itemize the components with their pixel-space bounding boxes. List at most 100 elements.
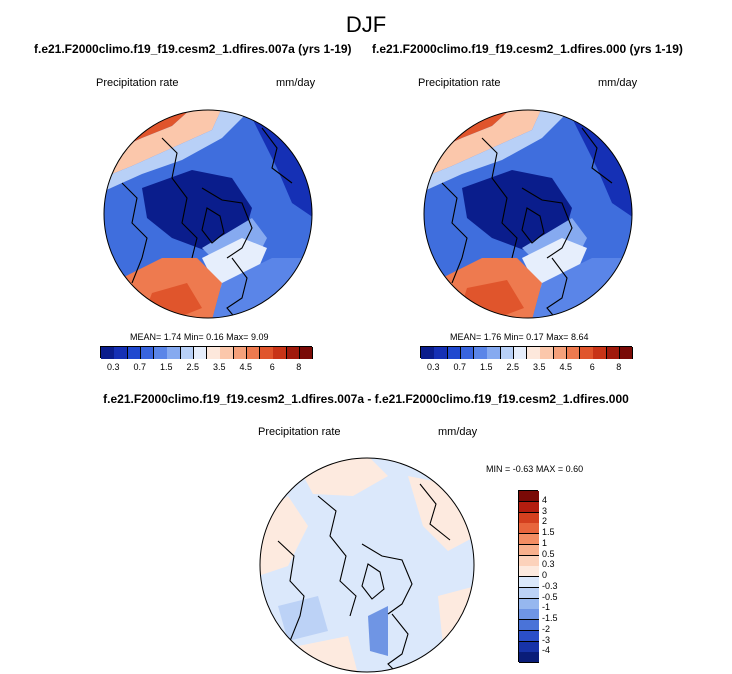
colorbar2-cell: [540, 347, 554, 359]
panel1-colorbar: [100, 346, 314, 359]
map2-pacific-pink: [424, 110, 542, 178]
map3-coast-a: [317, 495, 357, 617]
map3-coast-d: [387, 613, 409, 672]
map3-coast-b: [277, 540, 305, 642]
colorbar1-tick-label: 0.7: [133, 362, 147, 372]
panel2-variable-label: Precipitation rate: [418, 77, 501, 89]
colorbar1-tick-label: 4.5: [239, 362, 253, 372]
panel2-map: [423, 109, 633, 319]
map3-coast-c: [361, 543, 413, 615]
panel3-units-label: mm/day: [438, 426, 478, 438]
map2-pacific-light: [424, 110, 572, 192]
colorbar1-tick-label: 0.3: [106, 362, 120, 372]
colorbar3-cell: [519, 630, 539, 642]
colorbar1-cell: [167, 347, 181, 359]
map2-outline: [423, 109, 633, 319]
colorbar2-cell: [553, 347, 568, 359]
panel1-stats: MEAN= 1.74 Min= 0.16 Max= 9.09: [130, 332, 268, 342]
panel3-colorbar: [518, 490, 539, 664]
colorbar3-tick-label: 1.5: [542, 527, 555, 537]
colorbar1-tick-label: 8: [296, 362, 302, 372]
map2-greenland: [521, 207, 545, 244]
map2-arctic-dark: [462, 170, 572, 253]
colorbar2-tick-label: 8: [616, 362, 622, 372]
colorbar1-cell: [220, 347, 234, 359]
colorbar2-cell: [593, 347, 607, 359]
colorbar2-cell: [434, 347, 448, 359]
panel3-min-label: MIN =: [486, 464, 511, 474]
colorbar2-tick-label: 1.5: [479, 362, 493, 372]
map2-coast-e: [581, 127, 613, 184]
colorbar3-tick-label: 4: [542, 494, 548, 505]
colorbar3-cell: [519, 566, 539, 578]
map3-blue-b: [368, 606, 388, 656]
colorbar1-cell: [180, 347, 195, 359]
colorbar2-cell: [527, 347, 541, 359]
colorbar1-cell: [127, 347, 142, 359]
colorbar2-tick-label: 2.5: [506, 362, 520, 372]
colorbar1-cell: [260, 347, 274, 359]
map1-coast-a: [161, 137, 198, 259]
colorbar3-cell: [519, 609, 539, 621]
colorbar2-cell: [487, 347, 501, 359]
map1-coast-c: [201, 187, 253, 259]
map3-blue-a: [278, 596, 328, 641]
colorbar1-tick-label: 3.5: [212, 362, 226, 372]
colorbar2-cell: [619, 347, 634, 359]
colorbar3-tick-label: 0.3: [542, 559, 555, 570]
colorbar2-cell: [500, 347, 515, 359]
colorbar1-cell: [114, 347, 128, 359]
map2-coast-a: [481, 137, 518, 259]
map1-pacific-pink: [104, 110, 222, 178]
map2-coast-d: [546, 257, 568, 318]
panel1-units-label: mm/day: [276, 77, 316, 89]
panel1-max-label: Max=: [226, 332, 249, 342]
colorbar1-cell: [140, 347, 155, 359]
colorbar1-cell: [246, 347, 261, 359]
panel2-colorbar-ticks: 0.3 0.7 1.5 2.5 3.5 4.5 6 8: [420, 362, 632, 374]
colorbar2-tick-label: 3.5: [532, 362, 546, 372]
colorbar3-cell: [519, 641, 539, 653]
panel2-min-label: Min=: [503, 332, 524, 342]
map1-outline: [103, 109, 313, 319]
panel2-max-value: 8.64: [570, 332, 589, 342]
map2-coast-c: [521, 187, 573, 259]
panel3-max-value: 0.60: [565, 464, 584, 474]
panel1-max-value: 9.09: [250, 332, 269, 342]
colorbar2-cell: [513, 347, 528, 359]
colorbar3-cell: [519, 491, 539, 503]
map1-greenland: [201, 207, 225, 244]
map1-coast-d: [226, 257, 248, 318]
colorbar3-cell: [519, 534, 539, 546]
panel1-mean-value: 1.74: [163, 332, 182, 342]
panel1-title: f.e21.F2000climo.f19_f19.cesm2_1.dfires.…: [34, 42, 352, 56]
colorbar3-cell: [519, 544, 539, 556]
panel1-min-value: 0.16: [206, 332, 224, 342]
colorbar3-tick-label: -1: [542, 602, 551, 613]
colorbar2-cell: [566, 347, 581, 359]
colorbar3-cell: [519, 501, 539, 513]
panel1-min-label: Min=: [183, 332, 204, 342]
colorbar2-cell: [606, 347, 621, 359]
map3-pink-d: [438, 586, 474, 656]
figure-title: DJF: [345, 12, 387, 37]
colorbar1-tick-label: 6: [269, 362, 275, 372]
colorbar2-cell: [474, 347, 488, 359]
colorbar3-cell: [519, 555, 539, 567]
colorbar1-cell: [207, 347, 221, 359]
map3-coast-e: [419, 483, 451, 541]
panel1-colorbar-ticks: 0.3 0.7 1.5 2.5 3.5 4.5 6 8: [100, 362, 312, 374]
colorbar3-tick-label: -1.5: [542, 613, 558, 623]
panel3-max-label: MAX =: [535, 464, 564, 474]
map2-coast-b: [441, 182, 468, 284]
colorbar2-cell: [421, 347, 435, 359]
map3-base: [260, 458, 474, 672]
panel2-stats: MEAN= 1.76 Min= 0.17 Max= 8.64: [450, 332, 588, 342]
colorbar3-tick-label: -0.3: [542, 580, 558, 591]
colorbar3-tick-label: 0.5: [542, 548, 555, 559]
colorbar1-cell: [233, 347, 248, 359]
colorbar3-cell: [519, 620, 539, 632]
map1-coast-e: [261, 127, 293, 184]
panel1-variable-label: Precipitation rate: [96, 77, 179, 89]
panel2-title: f.e21.F2000climo.f19_f19.cesm2_1.dfires.…: [372, 42, 683, 56]
